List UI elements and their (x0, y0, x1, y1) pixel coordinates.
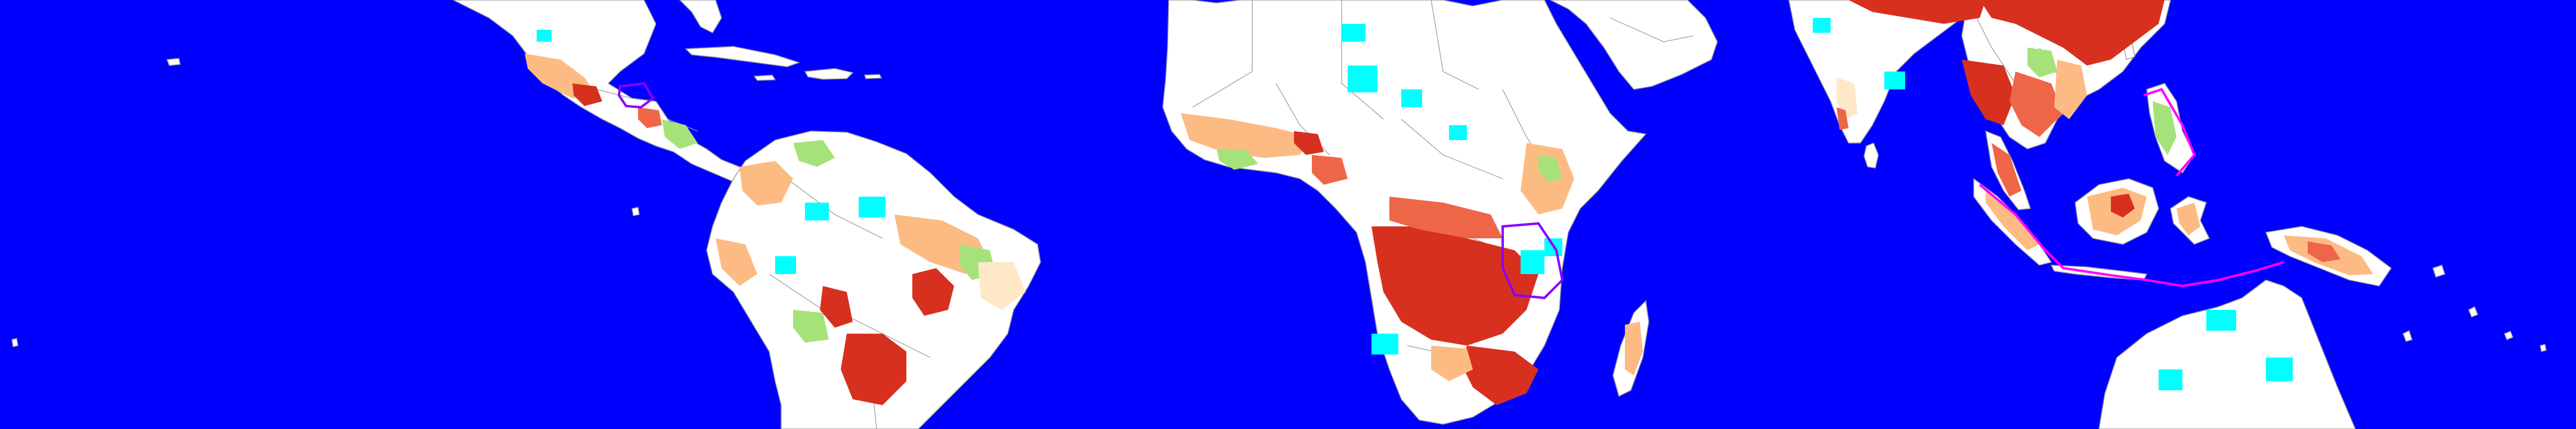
landmass-india (1788, 0, 1968, 144)
patch-cyan-amazon-2 (859, 197, 886, 217)
patch-indochina-red (1962, 60, 2015, 125)
landmass-pacific-island-2 (2468, 306, 2478, 318)
patch-zambia-orange (1431, 346, 1473, 381)
land-masses (11, 0, 2547, 429)
patch-cyan-india (1813, 18, 1831, 33)
patch-philippines-green (2153, 101, 2176, 155)
patch-cyan-asia (1884, 72, 1905, 89)
landmass-jamaica (753, 74, 776, 81)
patch-indochina-orange (2010, 72, 2063, 137)
patch-mexico-red (572, 83, 602, 106)
patch-china-red-2 (1849, 0, 1986, 24)
landmass-arabia (1550, 0, 1718, 90)
landmass-australia (2098, 279, 2356, 429)
patch-bolivia-green (793, 310, 829, 343)
landmass-hispaniola (804, 68, 854, 80)
outline-tanzania (1501, 222, 1564, 300)
outline-guatemala (617, 82, 655, 109)
patch-west-africa-red (1294, 131, 1324, 155)
patch-peru-orange (716, 238, 757, 286)
patch-vietnam-orange (2054, 60, 2087, 119)
outline-indonesia-glow (1979, 184, 2284, 288)
outline-philippines-glow (2143, 88, 2196, 177)
data-patches (525, 0, 2373, 405)
landmass-south-america (706, 130, 1041, 429)
patch-east-africa-green (1538, 155, 1562, 182)
patch-indochina-green (2027, 48, 2057, 77)
patch-cyan-australia-3 (2159, 369, 2182, 390)
patch-cyan-congo-2 (1521, 250, 1544, 274)
patch-cyan-amazon-1 (805, 203, 829, 220)
patch-central-america-green (662, 119, 698, 149)
landmass-pacific-island-8 (11, 338, 18, 347)
landmass-cuba (685, 46, 801, 67)
border-africa-3 (1431, 0, 1479, 90)
landmass-puerto-rico (864, 74, 883, 79)
patch-madagascar-orange (1625, 322, 1643, 375)
landmass-pacific-island-6 (166, 58, 181, 66)
patch-congo-orange (1389, 197, 1503, 238)
patch-cyan-amazon-3 (775, 256, 796, 274)
patch-sumatra-orange (1986, 191, 2039, 250)
patch-colombia-orange (739, 161, 793, 206)
border-africa-4 (1401, 119, 1503, 179)
landmass-pacific-island-7 (631, 207, 640, 216)
patch-cyan-mexico (537, 30, 552, 42)
patch-brazil-red-2 (912, 268, 954, 316)
patch-malay-orange (1992, 143, 2021, 197)
patch-nigeria-orange (1312, 155, 1348, 185)
patch-south-africa-red (1461, 346, 1538, 405)
patch-brazil-red-1 (841, 334, 906, 405)
patch-cyan-sahel (1449, 125, 1467, 140)
patch-sulawesi-orange (2176, 203, 2200, 235)
patch-ne-brazil-yellow (978, 262, 1026, 310)
border-ca-1 (596, 89, 633, 99)
patch-china-red (1980, 0, 2165, 66)
patch-congo-red (1371, 226, 1538, 346)
patch-central-america-orange (638, 107, 662, 128)
landmass-florida (679, 0, 722, 33)
landmass-pacific-island-5 (2540, 344, 2547, 352)
patch-cyan-australia-1 (2206, 310, 2236, 331)
landmass-pacific-island-3 (2504, 331, 2513, 340)
patch-cyan-congo-1 (1371, 334, 1398, 355)
patch-india-white-edge (1837, 77, 1857, 119)
landmass-sri-lanka (1863, 142, 1879, 169)
landmass-pacific-island-4 (2402, 330, 2413, 342)
border-arabia-1 (1609, 17, 1694, 42)
patch-cyan-australia-2 (2266, 358, 2293, 381)
border-sa-1 (787, 178, 883, 239)
border-africa-1 (1192, 0, 1253, 108)
patch-cyan-sahara-2 (1348, 66, 1377, 92)
patch-india-orange (1837, 107, 1849, 130)
patch-cyan-sahara-3 (1401, 89, 1422, 107)
highlight-outlines (617, 82, 2284, 300)
patch-venezuela-green (793, 140, 835, 167)
patch-brazil-red-3 (820, 286, 853, 328)
landmass-pacific-island-1 (2432, 265, 2445, 278)
patch-newguinea-red (2308, 241, 2340, 262)
patch-west-africa-yellow (1181, 113, 1312, 158)
patch-west-africa-green (1216, 149, 1258, 170)
patch-cyan-sahara-1 (1342, 24, 1366, 42)
patch-borneo-red (2111, 194, 2135, 217)
